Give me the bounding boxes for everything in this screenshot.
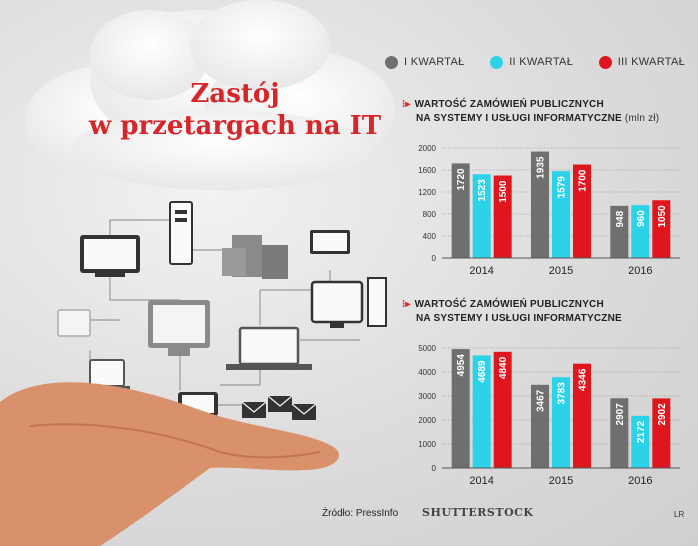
legend-swatch-q3 [598,55,612,69]
bar-value-label: 2902 [657,403,668,426]
bar-2015-1 [531,384,549,468]
email-envelopes-icon [241,395,317,420]
bar-value-label: 4689 [477,360,488,383]
bar-2016-3 [652,200,671,258]
x-category-label: 2016 [628,265,652,277]
bar-2015-3 [573,164,591,258]
legend-label-q3: III KWARTAŁ [617,56,685,68]
bar-2014-2 [472,355,491,468]
bar-value-label: 1500 [498,180,509,203]
bar-value-label: 948 [615,210,626,227]
bar-2015-2 [552,377,570,468]
bar-2014-3 [493,175,512,258]
bar-value-label: 1935 [536,156,547,179]
legend-swatch-q1 [385,55,398,69]
right-tower-icon [367,277,387,327]
chart-2-title-line-1: WARTOŚĆ ZAMÓWIEŃ PUBLICZNYCH [414,299,604,310]
bar-value-label: 4954 [456,354,467,377]
author-initials: LR [674,510,685,519]
right-monitor-icon [310,280,364,328]
bar-2014-1 [451,349,470,468]
y-tick-label: 1000 [418,440,436,449]
cloud-graphic [25,0,395,190]
bar-2015-1 [531,151,549,258]
chart-2: 0 1000 2000 3000 4000 5000 4954 4689 4840 2014 346… [418,344,680,487]
tablet-icon [57,309,91,337]
chart-legend: I KWARTAŁ II KWARTAŁ III KWARTAŁ [385,52,685,72]
title-line-2: w przetargach na IT [88,111,382,141]
y-tick-label: 400 [423,232,437,241]
y-tick-label: 1200 [418,188,436,197]
bar-value-label: 960 [636,210,647,227]
y-tick-label: 0 [432,254,437,263]
legend-label-q2: II KWARTAŁ [509,56,574,68]
legend-item-q2: II KWARTAŁ [490,55,574,69]
chart-1: 0 400 800 1200 1600 2000 1720 1523 1500 2014 1935 1… [418,144,680,277]
bar-2016-1 [610,205,629,258]
bar-2016-3 [652,398,671,468]
bar-value-label: 2172 [636,420,647,443]
large-monitor-icon [148,300,210,356]
x-category-label: 2014 [469,475,493,487]
chart-1-arrow-icon: ⁝▸ [402,99,411,110]
x-category-label: 2016 [628,475,652,487]
bar-2014-1 [451,163,470,258]
bar-value-label: 3783 [557,382,568,405]
y-tick-label: 2000 [418,416,436,425]
chart-1-title: ⁝▸ WARTOŚĆ ZAMÓWIEŃ PUBLICZNYCH NA SYSTEM… [402,98,659,126]
bar-2016-1 [610,398,629,468]
bar-value-label: 2907 [615,403,626,426]
chart-1-title-line-2: NA SYSTEMY I USŁUGI INFORMATYCZNE [416,113,622,124]
bar-value-label: 3467 [536,389,547,412]
chart-1-unit: (mln zł) [624,113,660,124]
chart-2-arrow-icon: ⁝▸ [402,299,411,310]
bar-2016-2 [631,415,650,468]
bar-2014-2 [472,174,491,258]
legend-item-q3: III KWARTAŁ [598,55,685,69]
bar-value-label: 1700 [578,169,589,192]
bar-value-label: 1050 [657,205,668,228]
y-tick-label: 4000 [418,368,436,377]
bar-2016-2 [631,205,650,258]
hand-icon [0,382,340,546]
laptop-icon [226,326,312,370]
y-tick-label: 1600 [418,166,436,175]
chart-1-title-line-1: WARTOŚĆ ZAMÓWIEŃ PUBLICZNYCH [414,99,604,110]
bar-2014-3 [493,351,512,468]
devices-illustration [0,201,387,546]
photo-credit: SHUTTERSTOCK [422,506,534,519]
legend-label-q1: I KWARTAŁ [404,56,465,68]
legend-swatch-q2 [490,55,504,69]
chart-2-title: ⁝▸ WARTOŚĆ ZAMÓWIEŃ PUBLICZNYCH NA SYSTEM… [402,298,622,326]
y-tick-label: 2000 [418,144,436,153]
x-category-label: 2015 [549,265,573,277]
x-category-label: 2014 [469,265,493,277]
source-note: Źródło: PressInfo [322,508,399,519]
y-tick-label: 5000 [418,344,436,353]
y-tick-label: 3000 [418,392,436,401]
server-icon [222,235,288,279]
bar-value-label: 4346 [578,368,589,391]
y-tick-label: 0 [432,464,437,473]
bar-value-label: 4840 [498,356,509,379]
x-category-label: 2015 [549,475,573,487]
bar-value-label: 1579 [557,176,568,199]
small-monitor-icon [310,230,350,254]
legend-item-q1: I KWARTAŁ [385,55,465,69]
monitor-icon [80,235,140,277]
bar-2015-3 [573,363,591,468]
bar-value-label: 1523 [477,179,488,202]
y-tick-label: 800 [423,210,437,219]
bar-2015-2 [552,171,570,258]
computer-tower-icon [169,201,193,265]
title-line-1: Zastój [190,79,280,109]
bar-value-label: 1720 [456,168,467,191]
page-title: Zastój w przetargach na IT [70,78,400,142]
chart-2-title-line-2: NA SYSTEMY I USŁUGI INFORMATYCZNE [416,313,622,324]
